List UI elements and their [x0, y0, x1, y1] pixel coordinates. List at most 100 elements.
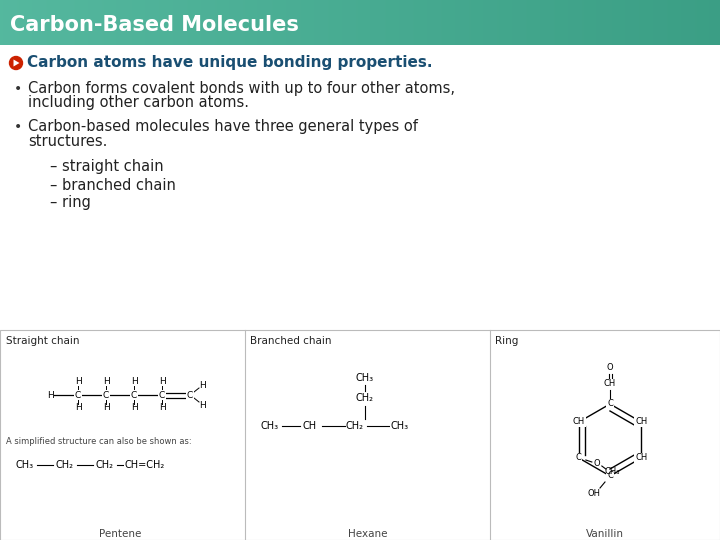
- Bar: [653, 0, 654, 45]
- Bar: [362, 0, 363, 45]
- Bar: [310, 0, 311, 45]
- Bar: [199, 0, 200, 45]
- Bar: [533, 0, 534, 45]
- Bar: [160, 0, 161, 45]
- Bar: [576, 0, 577, 45]
- Bar: [704, 0, 705, 45]
- Bar: [10, 0, 11, 45]
- Bar: [613, 0, 614, 45]
- Bar: [475, 0, 476, 45]
- Bar: [474, 0, 475, 45]
- Bar: [354, 0, 355, 45]
- Bar: [251, 0, 252, 45]
- Bar: [386, 0, 387, 45]
- Bar: [62, 0, 63, 45]
- Bar: [79, 0, 80, 45]
- Bar: [522, 0, 523, 45]
- Bar: [707, 0, 708, 45]
- Bar: [261, 0, 262, 45]
- Bar: [329, 0, 330, 45]
- Bar: [586, 0, 587, 45]
- Bar: [165, 0, 166, 45]
- Bar: [472, 0, 473, 45]
- Bar: [283, 0, 284, 45]
- Bar: [60, 0, 61, 45]
- Bar: [719, 0, 720, 45]
- Bar: [291, 0, 292, 45]
- Bar: [276, 0, 277, 45]
- Bar: [619, 0, 620, 45]
- Bar: [368, 0, 369, 45]
- Bar: [458, 0, 459, 45]
- Bar: [254, 0, 255, 45]
- Bar: [266, 0, 267, 45]
- Bar: [233, 0, 234, 45]
- Bar: [284, 0, 285, 45]
- Bar: [226, 0, 227, 45]
- Bar: [84, 0, 85, 45]
- Bar: [178, 0, 179, 45]
- Bar: [473, 0, 474, 45]
- Bar: [584, 0, 585, 45]
- Bar: [560, 0, 561, 45]
- Bar: [636, 0, 637, 45]
- Bar: [669, 0, 670, 45]
- Bar: [20, 0, 21, 45]
- Bar: [269, 0, 270, 45]
- Bar: [510, 0, 511, 45]
- Bar: [365, 0, 366, 45]
- Bar: [375, 0, 376, 45]
- Bar: [303, 0, 304, 45]
- Bar: [691, 0, 692, 45]
- Bar: [555, 0, 556, 45]
- Bar: [234, 0, 235, 45]
- Bar: [7, 0, 8, 45]
- Bar: [81, 0, 82, 45]
- Bar: [583, 0, 584, 45]
- Text: C: C: [607, 400, 613, 408]
- Bar: [162, 0, 163, 45]
- Bar: [476, 0, 477, 45]
- Bar: [132, 0, 133, 45]
- Bar: [288, 0, 289, 45]
- Bar: [523, 0, 524, 45]
- Text: CH: CH: [303, 421, 317, 431]
- Bar: [509, 0, 510, 45]
- Bar: [57, 0, 58, 45]
- Polygon shape: [14, 59, 19, 66]
- Bar: [156, 0, 157, 45]
- Bar: [685, 0, 686, 45]
- Bar: [442, 0, 443, 45]
- Bar: [118, 0, 119, 45]
- Bar: [222, 0, 223, 45]
- Bar: [478, 0, 479, 45]
- Bar: [357, 0, 358, 45]
- Bar: [696, 0, 697, 45]
- Bar: [387, 0, 388, 45]
- Bar: [237, 0, 238, 45]
- Bar: [339, 0, 340, 45]
- Bar: [117, 0, 118, 45]
- Bar: [315, 0, 316, 45]
- Bar: [327, 0, 328, 45]
- Bar: [599, 0, 600, 45]
- Bar: [75, 0, 76, 45]
- Bar: [271, 0, 272, 45]
- Bar: [314, 0, 315, 45]
- Bar: [1, 0, 2, 45]
- Text: H: H: [130, 403, 138, 413]
- Bar: [498, 0, 499, 45]
- Bar: [492, 0, 493, 45]
- Bar: [55, 0, 56, 45]
- Bar: [645, 0, 646, 45]
- Bar: [157, 0, 158, 45]
- Bar: [697, 0, 698, 45]
- Bar: [608, 0, 609, 45]
- Bar: [705, 0, 706, 45]
- Bar: [17, 0, 18, 45]
- Bar: [46, 0, 47, 45]
- Bar: [425, 0, 426, 45]
- Bar: [243, 0, 244, 45]
- Bar: [36, 0, 37, 45]
- Bar: [597, 0, 598, 45]
